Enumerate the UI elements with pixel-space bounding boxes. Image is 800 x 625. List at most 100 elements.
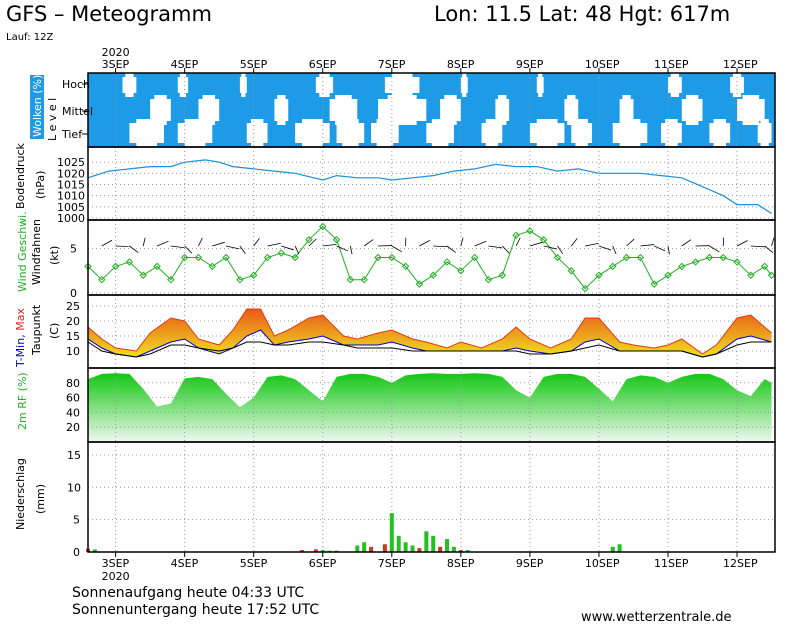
wind-point <box>609 262 617 271</box>
precip-bar-green <box>445 539 450 552</box>
bottom-day-label: 6SEP <box>309 557 337 570</box>
cloud-clear-cell <box>567 95 576 125</box>
wind-point <box>636 253 645 262</box>
wind-point <box>319 222 327 231</box>
wind-point <box>650 280 658 288</box>
wind-barb <box>433 245 448 248</box>
source-url: www.wetterzentrale.de <box>581 610 732 625</box>
wind-barb <box>308 238 317 247</box>
wind-point <box>401 262 410 271</box>
temp-label-min: T-Min, <box>14 331 27 368</box>
precip-bar-red <box>458 550 463 552</box>
wind-point <box>388 253 396 262</box>
wind-barb <box>156 240 169 247</box>
model-run-label: Lauf: 12Z <box>6 32 54 43</box>
precip-tick-label: 15 <box>67 449 81 462</box>
precip-bar-red <box>313 549 318 552</box>
precip-ylabel-unit: (mm) <box>34 484 47 514</box>
location-info: Lon: 11.5 Lat: 48 Hgt: 617m <box>434 2 731 26</box>
humidity-tick-label: 20 <box>66 421 80 434</box>
wind-point <box>539 236 548 244</box>
wind-point <box>733 258 741 266</box>
wind-tick-label: 0 <box>70 287 77 300</box>
precip-tick-label: 10 <box>67 481 81 494</box>
cloud-clear-cell <box>462 73 467 97</box>
cloud-level-label: Hoch <box>62 78 90 91</box>
wind-ylabel-unit: (kt) <box>48 246 61 265</box>
precip-bar-green <box>389 513 394 552</box>
cloud-clear-cell <box>760 119 769 147</box>
precip-bar-red <box>382 544 387 552</box>
top-day-label: 11SEP <box>654 58 689 71</box>
wind-point <box>346 275 355 284</box>
cloud-clear-cell <box>444 95 457 125</box>
wind-barb <box>184 245 193 254</box>
bottom-day-label: 8SEP <box>447 557 475 570</box>
wind-barb <box>736 240 748 247</box>
cloud-label-box <box>30 75 44 139</box>
cloud-clear-cell <box>250 119 264 147</box>
precip-bar-green <box>617 544 622 552</box>
wind-point <box>484 275 493 284</box>
wind-point <box>622 253 631 262</box>
pressure-ylabel: Bodendruck <box>14 142 27 209</box>
wind-barb <box>557 245 564 255</box>
precip-bar-green <box>610 546 615 552</box>
top-day-label: 3SEP <box>102 58 130 71</box>
temp-line-taupunkt <box>87 341 772 358</box>
wind-point <box>208 262 216 271</box>
wind-barb <box>349 245 353 255</box>
wind-point <box>512 231 520 240</box>
temp-tick-label: 25 <box>66 300 80 313</box>
humidity-tick-label: 60 <box>66 392 80 405</box>
wind-barb <box>170 245 185 249</box>
pressure-tick-label: 1005 <box>57 201 85 214</box>
cloud-clear-cell <box>619 119 641 147</box>
wind-barb <box>474 240 487 247</box>
wind-barb <box>709 245 720 253</box>
cloud-clear-cell <box>575 119 588 147</box>
cloud-clear-cell <box>277 95 286 125</box>
wind-point <box>581 284 589 293</box>
wind-barb <box>460 237 464 247</box>
cloud-clear-cell <box>125 73 134 97</box>
wind-tick-label: 5 <box>70 243 77 256</box>
cloud-clear-cell <box>670 73 680 97</box>
pressure-tick-label: 1015 <box>57 179 85 192</box>
precip-bar-green <box>465 550 470 552</box>
temp-ylabel-unit: (C) <box>48 323 61 339</box>
wind-point <box>374 253 382 262</box>
wind-barb <box>101 239 113 247</box>
humidity-ylabel: 2m RF (%) <box>16 372 29 430</box>
precip-bar-green <box>431 535 436 552</box>
wind-point <box>691 258 700 266</box>
wind-point <box>153 262 161 271</box>
temp-tick-label: 20 <box>66 315 80 328</box>
wind-barb <box>294 245 300 255</box>
cloud-level-label: Tief <box>61 128 83 141</box>
wind-point <box>167 275 175 284</box>
precip-ylabel: Niederschlag <box>14 458 27 530</box>
cloud-clear-cell <box>179 73 187 97</box>
cloud-clear-cell <box>154 95 167 125</box>
cloud-clear-cell <box>536 119 558 147</box>
wind-point <box>429 271 437 279</box>
bottom-day-label: 3SEP <box>102 557 130 570</box>
wind-barb <box>529 241 543 247</box>
temp-tick-label: 15 <box>66 330 80 343</box>
top-year-label: 2020 <box>102 46 130 59</box>
precip-bar-green <box>320 550 325 552</box>
cloud-clear-cell <box>498 95 507 125</box>
cloud-clear-cell <box>342 119 359 147</box>
wind-point <box>705 253 714 262</box>
wind-barb <box>129 245 139 253</box>
panel-frame-precipitation <box>87 441 776 553</box>
wind-point <box>291 253 299 262</box>
wind-barb <box>764 245 774 254</box>
humidity-tick-label: 80 <box>66 377 80 390</box>
temp-line-t-max <box>87 308 772 355</box>
wind-point <box>111 262 120 271</box>
wind-barb <box>612 245 617 255</box>
cloud-ylabel: Wolken (%) <box>31 75 44 137</box>
